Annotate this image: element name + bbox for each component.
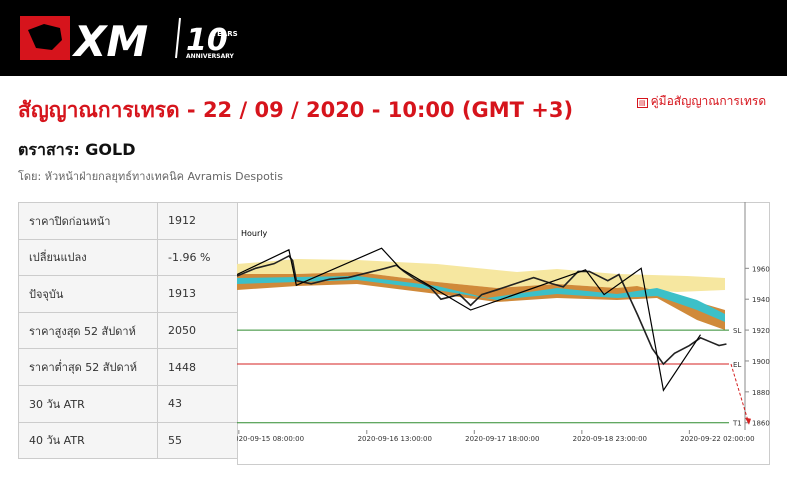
level-label: T1	[732, 420, 742, 428]
logo-badge: 10	[186, 23, 228, 58]
chart-frame	[237, 202, 770, 465]
pdf-icon: ▤	[637, 98, 648, 108]
x-tick-label: 2020-09-17 18:00:00	[465, 435, 539, 443]
timeframe: Hourly	[241, 229, 267, 238]
cell-label: ปัจจุบัน	[18, 275, 158, 313]
y-tick-label: 1880	[752, 389, 770, 397]
header: XM 10 YEARS ANNIVERSARY	[0, 0, 787, 76]
logo-brand: XM	[71, 17, 148, 66]
table-row: 30 วัน ATR 43	[18, 384, 238, 423]
x-tick-label: 2020-09-18 23:00:00	[573, 435, 647, 443]
y-tick-label: 1960	[752, 265, 770, 273]
table-row: เปลี่ยนแปลง -1.96 %	[18, 238, 238, 277]
y-tick-label: 1940	[752, 296, 770, 304]
y-tick-label: 1860	[752, 420, 770, 428]
x-tick-label: 2020-09-15 08:00:00	[237, 435, 304, 443]
target-arrowhead	[745, 417, 751, 425]
cell-value: 1912	[157, 202, 238, 240]
band-teal	[237, 276, 725, 322]
cell-label: ราคาสูงสุด 52 สัปดาห์	[18, 311, 158, 350]
chart: Hourly 1860 1880 1900 1920 1940 1960 2020-09-1…	[237, 202, 770, 465]
y-tick-label: 1900	[752, 358, 770, 366]
y-tick-label: 1920	[752, 327, 770, 335]
table-row: ราคาสูงสุด 52 สัปดาห์ 2050	[18, 311, 238, 350]
table-row: ปัจจุบัน 1913	[18, 275, 238, 313]
cell-label: 30 วัน ATR	[18, 384, 158, 423]
cell-label: 40 วัน ATR	[18, 421, 158, 460]
cell-value: 43	[157, 384, 238, 423]
logo-bull	[28, 24, 62, 50]
level-label: EL	[733, 361, 741, 369]
x-tick-label: 2020-09-16 13:00:00	[358, 435, 432, 443]
table-row: ราคาปิดก่อนหน้า 1912	[18, 202, 238, 240]
guide-link[interactable]: ▤ คู่มือสัญญาณการเทรด	[637, 92, 766, 111]
price-line	[237, 254, 727, 366]
table-row: 40 วัน ATR 55	[18, 421, 238, 460]
author: โดย: หัวหน้าฝ่ายกลยุทธ์ทางเทคนิค Avramis…	[18, 170, 283, 183]
cell-value: 1913	[157, 275, 238, 313]
logo-badge-bottom: ANNIVERSARY	[186, 53, 235, 60]
logo-badge-top: YEARS	[211, 30, 238, 38]
cell-label: ราคาต่ำสุด 52 สัปดาห์	[18, 348, 158, 386]
x-tick-label: 2020-09-22 02:00:00	[680, 435, 754, 443]
guide-link-text[interactable]: คู่มือสัญญาณการเทรด	[650, 94, 767, 108]
table-row: ราคาต่ำสุด 52 สัปดาห์ 1448	[18, 348, 238, 386]
cell-value: -1.96 %	[157, 238, 238, 277]
page-title: สัญญาณการเทรด - 22 / 09 / 2020 - 10:00 (…	[18, 98, 574, 122]
cell-value: 2050	[157, 311, 238, 350]
cell-value: 1448	[157, 348, 238, 386]
level-label: SL	[733, 327, 741, 335]
logo: XM 10 YEARS ANNIVERSARY	[20, 16, 238, 66]
cell-value: 55	[157, 421, 238, 460]
logo-divider	[175, 17, 181, 59]
info-table: ราคาปิดก่อนหน้า 1912 เปลี่ยนแปลง -1.96 % ปัจ…	[18, 202, 238, 460]
instrument: ตราสาร: GOLD	[18, 140, 136, 159]
band-yellow	[237, 259, 725, 292]
cell-label: ราคาปิดก่อนหน้า	[18, 202, 158, 240]
cell-label: เปลี่ยนแปลง	[18, 238, 158, 277]
zigzag-line	[237, 247, 702, 392]
